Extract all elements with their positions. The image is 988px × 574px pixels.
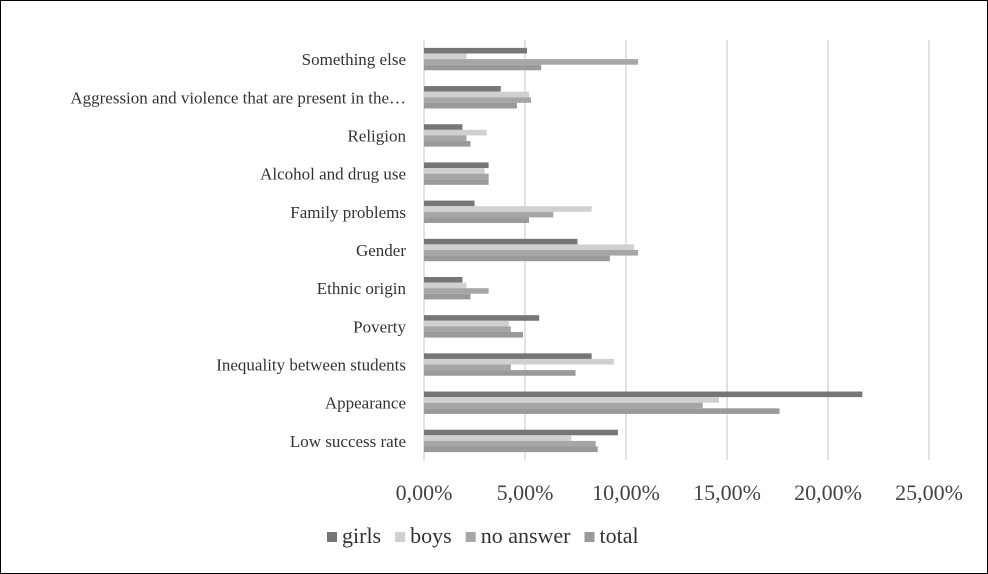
bar-total-ethnic-origin xyxy=(424,293,471,300)
legend-swatch-boys xyxy=(395,532,406,542)
legend-swatch-girls xyxy=(327,532,337,542)
bar-girls-family-problems xyxy=(424,200,475,207)
category-label-appearance: Appearance xyxy=(325,394,406,413)
bar-no-answer-alcohol-and-drug-use xyxy=(424,173,489,180)
category-label-poverty: Poverty xyxy=(353,317,406,336)
legend-label-no-answer: no answer xyxy=(481,523,571,548)
bar-total-family-problems xyxy=(424,217,530,224)
legend-swatch-no-answer xyxy=(465,532,476,542)
bar-boys-low-success-rate xyxy=(424,435,572,441)
bar-no-answer-appearance xyxy=(424,402,703,409)
x-tick-label-2: 10,00% xyxy=(592,480,660,505)
x-tick-label-3: 15,00% xyxy=(693,480,761,505)
category-label-aggression-and-violence-that-are-present-in-the: Aggression and violence that are present… xyxy=(70,88,406,107)
legend-label-boys: boys xyxy=(410,523,452,548)
bar-no-answer-gender xyxy=(424,250,639,256)
bar-no-answer-something-else xyxy=(424,59,639,65)
x-tick-label-0: 0,00% xyxy=(396,480,453,505)
bar-girls-something-else xyxy=(424,47,528,54)
bar-girls-poverty xyxy=(424,315,540,321)
legend: girls boys no answer total xyxy=(327,523,639,548)
bar-boys-alcohol-and-drug-use xyxy=(424,168,485,174)
category-label-family-problems: Family problems xyxy=(290,203,406,222)
bar-no-answer-poverty xyxy=(424,326,511,332)
bar-total-gender xyxy=(424,255,610,262)
x-tick-label-4: 20,00% xyxy=(794,480,862,505)
bar-boys-appearance xyxy=(424,397,719,403)
bar-total-religion xyxy=(424,141,471,147)
bar-girls-ethnic-origin xyxy=(424,276,463,283)
bar-girls-aggression-and-violence-that-are-present-in-the xyxy=(424,86,501,92)
category-label-inequality-between-students: Inequality between students xyxy=(216,356,406,375)
bars xyxy=(424,47,863,453)
category-label-ethnic-origin: Ethnic origin xyxy=(317,279,407,298)
legend-swatch-total xyxy=(584,532,595,542)
category-label-low-success-rate: Low success rate xyxy=(290,432,406,451)
category-label-religion: Religion xyxy=(347,126,406,145)
bar-no-answer-inequality-between-students xyxy=(424,364,511,371)
bar-boys-religion xyxy=(424,129,487,136)
bar-girls-inequality-between-students xyxy=(424,353,592,359)
category-labels: Low success rate Appearance Inequality bet… xyxy=(70,50,406,451)
bar-boys-inequality-between-students xyxy=(424,358,614,365)
bar-no-answer-aggression-and-violence-that-are-present-in-the xyxy=(424,97,532,103)
x-tick-label-1: 5,00% xyxy=(497,480,554,505)
bar-total-alcohol-and-drug-use xyxy=(424,179,489,185)
legend-label-total: total xyxy=(600,523,639,548)
bar-total-appearance xyxy=(424,408,780,414)
bar-boys-aggression-and-violence-that-are-present-in-the xyxy=(424,91,530,98)
bar-girls-religion xyxy=(424,124,463,130)
bar-girls-appearance xyxy=(424,391,863,398)
bar-girls-gender xyxy=(424,238,578,245)
bar-boys-something-else xyxy=(424,53,467,60)
bar-total-inequality-between-students xyxy=(424,370,576,376)
bar-no-answer-low-success-rate xyxy=(424,440,596,447)
bar-no-answer-family-problems xyxy=(424,211,554,218)
bar-no-answer-religion xyxy=(424,135,467,142)
category-label-gender: Gender xyxy=(356,241,406,260)
bar-boys-family-problems xyxy=(424,206,592,212)
bar-girls-alcohol-and-drug-use xyxy=(424,162,489,169)
x-tick-label-5: 25,00% xyxy=(895,480,963,505)
category-label-alcohol-and-drug-use: Alcohol and drug use xyxy=(260,165,406,184)
bar-total-low-success-rate xyxy=(424,446,598,453)
bar-total-aggression-and-violence-that-are-present-in-the xyxy=(424,102,517,109)
bar-boys-gender xyxy=(424,244,635,250)
bar-total-something-else xyxy=(424,64,542,71)
bar-boys-ethnic-origin xyxy=(424,282,467,289)
bar-girls-low-success-rate xyxy=(424,429,618,436)
category-label-something-else: Something else xyxy=(302,50,406,69)
bar-total-poverty xyxy=(424,331,523,338)
legend-label-girls: girls xyxy=(342,523,381,548)
x-tick-labels: 0,00% 5,00% 10,00% 15,00% 20,00% 25,00% xyxy=(396,480,963,505)
bar-no-answer-ethnic-origin xyxy=(424,288,489,294)
bar-boys-poverty xyxy=(424,320,509,327)
